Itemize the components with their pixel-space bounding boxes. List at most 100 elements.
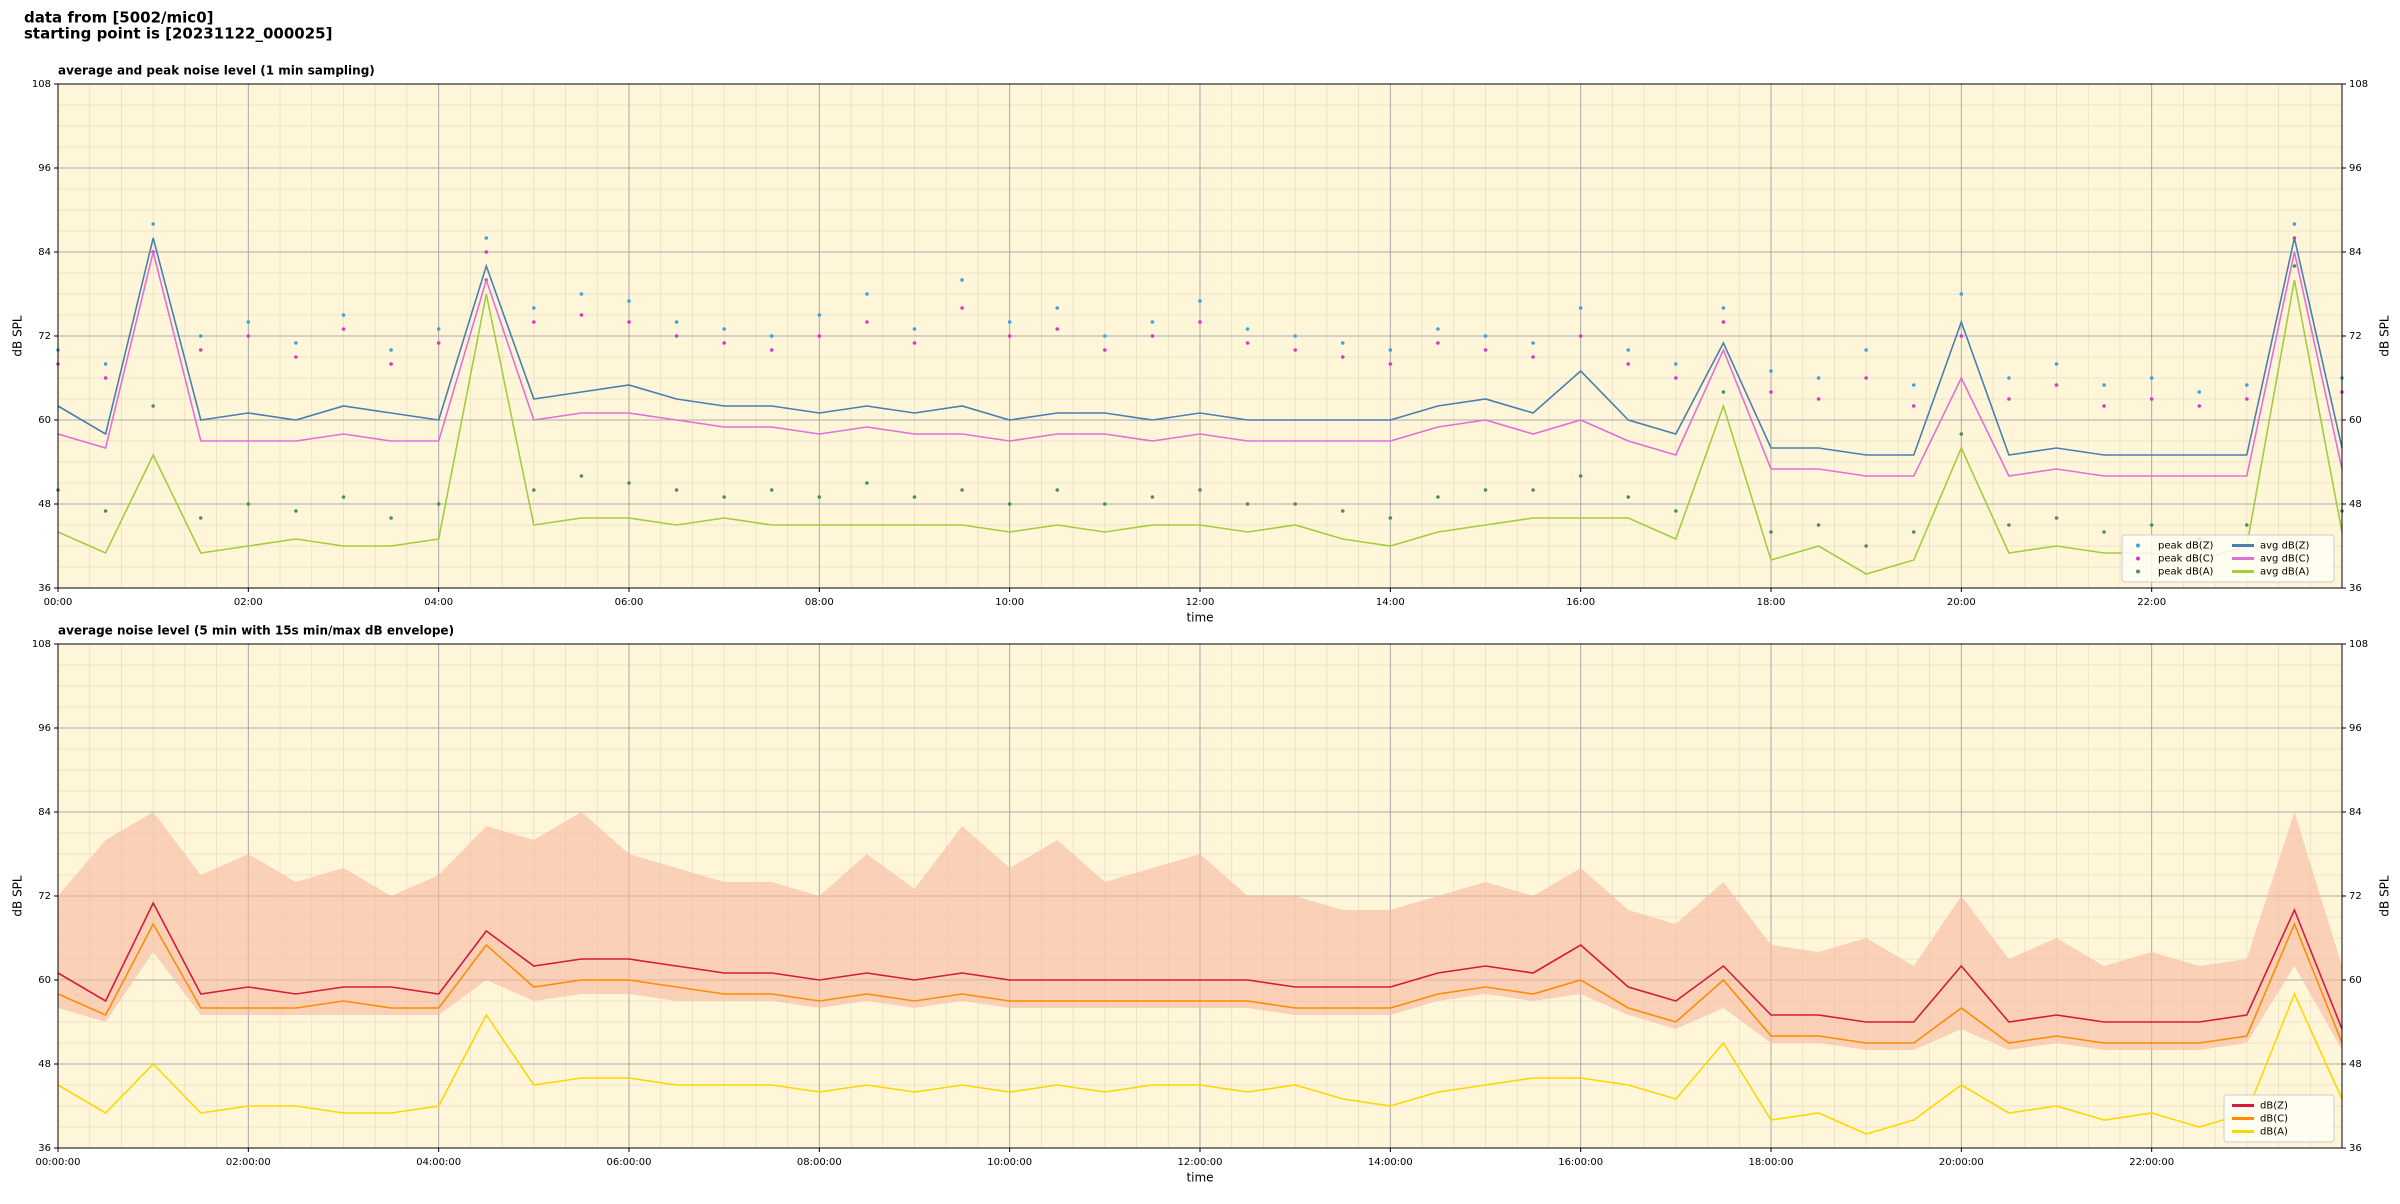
peak-point <box>769 488 774 492</box>
peak-point <box>912 327 917 331</box>
x-tick-label: 14:00 <box>1376 597 1405 608</box>
peak-point <box>1674 376 1678 380</box>
legend-swatch <box>2136 543 2140 548</box>
peak-point <box>436 502 441 506</box>
peak-point <box>1578 334 1583 338</box>
peak-point <box>2245 523 2249 527</box>
peak-point <box>1626 495 1631 499</box>
y2-tick-label: 36 <box>2349 583 2362 594</box>
peak-point <box>960 488 964 492</box>
y2-tick-label: 96 <box>2349 723 2362 734</box>
y-tick-label: 60 <box>38 975 51 986</box>
peak-point <box>579 313 584 317</box>
envelope-band <box>58 812 2342 1050</box>
peak-point <box>627 481 631 485</box>
x-tick-label: 02:00 <box>234 597 263 608</box>
peak-point <box>1293 348 1297 352</box>
peak-point <box>817 313 822 317</box>
peak-point <box>674 320 679 324</box>
peak-point <box>1959 334 1964 338</box>
peak-point <box>1198 299 1202 303</box>
x-tick-label: 10:00:00 <box>987 1157 1032 1168</box>
y-tick-label: 72 <box>38 331 51 342</box>
peak-point <box>1293 502 1297 506</box>
x-tick-label: 16:00:00 <box>1558 1157 1603 1168</box>
peak-point <box>532 320 536 324</box>
y2-tick-label: 36 <box>2349 1143 2362 1154</box>
y-tick-label: 108 <box>32 79 51 90</box>
x-tick-label: 02:00:00 <box>226 1157 271 1168</box>
peak-point <box>674 334 679 338</box>
x-tick-label: 22:00 <box>2137 597 2166 608</box>
peak-point <box>1388 362 1393 366</box>
peak-point <box>2007 397 2011 401</box>
y-tick-label: 36 <box>38 583 51 594</box>
peak-point <box>294 341 298 345</box>
x-tick-label: 18:00:00 <box>1749 1157 1794 1168</box>
peak-point <box>1436 341 1440 345</box>
peak-point <box>1816 376 1821 380</box>
peak-point <box>1483 488 1488 492</box>
peak-point <box>103 509 108 513</box>
peak-point <box>1578 474 1583 478</box>
y2-tick-label: 96 <box>2349 163 2362 174</box>
y2-axis-label: dB SPL <box>2378 315 2392 357</box>
peak-point <box>103 376 108 380</box>
peak-point <box>1103 348 1107 352</box>
peak-point <box>389 362 393 366</box>
peak-point <box>2102 383 2106 387</box>
peak-point <box>198 348 203 352</box>
x-tick-label: 04:00:00 <box>416 1157 461 1168</box>
peak-point <box>627 320 631 324</box>
peak-point <box>579 474 584 478</box>
peak-point <box>960 306 964 310</box>
x-axis-label: time <box>1186 1171 1213 1185</box>
x-tick-label: 00:00:00 <box>36 1157 81 1168</box>
peak-point <box>1340 509 1345 513</box>
x-tick-label: 18:00 <box>1757 597 1786 608</box>
peak-point <box>769 348 774 352</box>
plot-frame <box>57 643 2343 1149</box>
legend-label: avg dB(Z) <box>2260 541 2310 552</box>
peak-point <box>1150 334 1155 338</box>
peak-point <box>722 327 726 331</box>
peak-point <box>1721 390 1726 394</box>
chart-title: average noise level (5 min with 15s min/… <box>58 624 454 638</box>
peak-point <box>1055 327 1060 331</box>
peak-point <box>1531 341 1535 345</box>
peak-point <box>1578 306 1583 310</box>
y2-tick-label: 60 <box>2349 975 2362 986</box>
peak-point <box>912 495 917 499</box>
peak-point <box>1816 397 1821 401</box>
x-tick-label: 06:00 <box>615 597 644 608</box>
peak-point <box>1483 348 1488 352</box>
y2-tick-label: 72 <box>2349 331 2362 342</box>
peak-point <box>817 495 822 499</box>
peak-point <box>1959 432 1964 436</box>
peak-point <box>341 313 346 317</box>
peak-point <box>960 278 964 282</box>
series-line <box>57 279 2343 575</box>
peak-point <box>579 292 584 296</box>
legend-label: avg dB(A) <box>2260 567 2310 578</box>
peak-point <box>1055 306 1060 310</box>
peak-point <box>2197 404 2202 408</box>
y2-tick-label: 108 <box>2349 639 2368 650</box>
peak-point <box>2149 397 2154 401</box>
peak-point <box>246 334 251 338</box>
peak-point <box>2054 362 2059 366</box>
y-tick-label: 96 <box>38 163 51 174</box>
legend-label: dB(Z) <box>2260 1101 2288 1112</box>
legend-label: dB(A) <box>2260 1127 2288 1138</box>
peak-point <box>1864 544 1868 548</box>
peak-point <box>484 236 489 240</box>
peak-point <box>1626 348 1631 352</box>
x-tick-label: 04:00 <box>424 597 453 608</box>
peak-point <box>1816 523 1821 527</box>
peak-point <box>1388 348 1393 352</box>
peak-point <box>1436 495 1440 499</box>
y-tick-label: 36 <box>38 1143 51 1154</box>
y-tick-label: 108 <box>32 639 51 650</box>
series-line <box>57 901 2343 1030</box>
peak-point <box>1103 502 1107 506</box>
